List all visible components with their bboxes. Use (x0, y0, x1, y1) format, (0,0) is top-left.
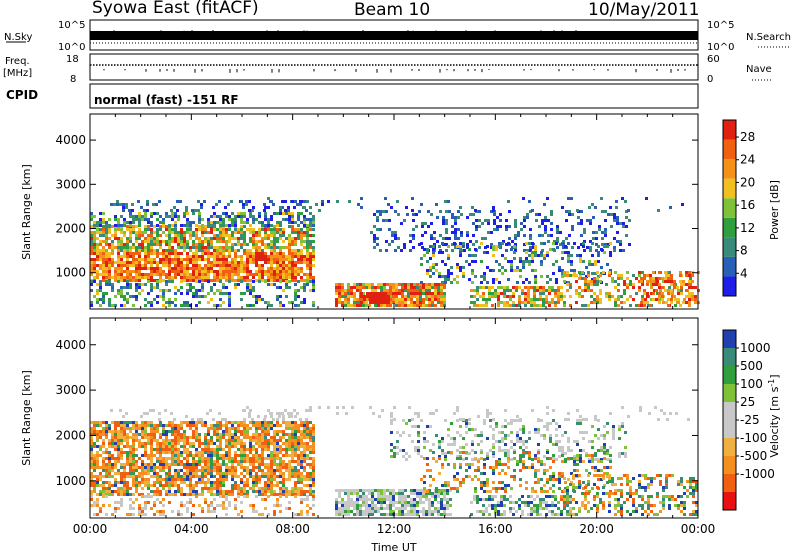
colorbar-tick: 25 (740, 395, 755, 409)
velocity-panel: 1000 2000 3000 4000 00:00 04:00 08:00 12:00 16:0… (20, 317, 781, 554)
freq-panel: Freq. [MHz] 18 8 60 0 Nave (3, 53, 772, 85)
colorbar-segment (723, 159, 736, 179)
plot-title: Syowa East (fitACF) (92, 0, 259, 18)
ytick-label: 4000 (55, 338, 86, 352)
velocity-ylabel: Slant Range [km] (20, 370, 33, 466)
colorbar-tick: 16 (740, 198, 755, 212)
nsearch-tick-top: 10^5 (707, 20, 734, 31)
ytick-label: 4000 (55, 133, 86, 147)
colorbar-tick: -1000 (740, 467, 775, 481)
colorbar-segment (723, 198, 736, 218)
colorbar-segment (723, 139, 736, 160)
colorbar-segment (723, 384, 736, 402)
xtick-label: 04:00 (174, 522, 209, 536)
ytick-label: 3000 (55, 177, 86, 191)
nave-tick-bottom: 0 (707, 74, 713, 85)
colorbar-tick: 24 (740, 153, 755, 167)
velocity-colorbar-label: Velocity [m s-1] (767, 374, 781, 457)
power-panel: 1000 2000 3000 4000 Slant Range [km] 4 8 12 16… (20, 113, 781, 310)
colorbar-tick: 8 (740, 244, 748, 258)
colorbar-tick: 12 (740, 221, 755, 235)
colorbar-tick: -100 (740, 431, 767, 445)
power-heatmap (90, 197, 700, 307)
velocity-axes: 1000 2000 3000 4000 00:00 04:00 08:00 12:00 16:0… (55, 318, 715, 536)
colorbar-segment (723, 366, 736, 384)
power-axes: 1000 2000 3000 4000 (55, 114, 699, 309)
colorbar-tick: 1000 (740, 341, 771, 355)
freq-tick-top: 18 (66, 54, 79, 65)
freq-tick-bottom: 8 (70, 74, 76, 85)
xtick-label: 20:00 (579, 522, 614, 536)
colorbar-segment (723, 217, 736, 238)
colorbar-tick: 20 (740, 175, 755, 189)
colorbar-segment (723, 256, 736, 277)
ytick-label: 2000 (55, 222, 86, 236)
colorbar-tick: 100 (740, 377, 763, 391)
colorbar-segment (723, 492, 736, 510)
colorbar-segment (723, 237, 736, 257)
xtick-label: 00:00 (73, 522, 108, 536)
colorbar-tick: -500 (740, 449, 767, 463)
cpid-panel: CPID normal (fast) -151 RF (6, 83, 699, 109)
cpid-text: normal (fast) -151 RF (94, 93, 239, 107)
beam-label: Beam 10 (354, 0, 430, 20)
ytick-label: 2000 (55, 428, 86, 442)
nsearch-label: N.Search (746, 32, 791, 43)
velocity-heatmap (90, 406, 698, 516)
colorbar-segment (723, 456, 736, 474)
colorbar-segment (723, 276, 736, 296)
xtick-label: 00:00 (681, 522, 716, 536)
nsky-tick-bottom: 10^0 (58, 42, 85, 53)
ytick-label: 1000 (55, 266, 86, 280)
power-colorbar: 4 8 12 16 20 24 28 (722, 119, 755, 297)
colorbar-tick: 4 (740, 266, 748, 280)
xtick-label: 16:00 (478, 522, 513, 536)
colorbar-segment (723, 348, 736, 366)
nsky-panel: N.Sky 10^5 10^0 10^5 10^0 N.Search (4, 19, 791, 53)
colorbar-segment (723, 438, 736, 456)
nsky-label: N.Sky (4, 32, 32, 43)
power-ylabel: Slant Range [km] (20, 164, 33, 260)
colorbar-segment (723, 178, 736, 199)
xtick-label: 12:00 (377, 522, 412, 536)
colorbar-tick: -25 (740, 413, 760, 427)
velocity-colorbar: 1000 500 100 25 -25 -100 -500 -1000 (722, 329, 775, 511)
time-axis-label: Time UT (370, 541, 416, 554)
colorbar-segment (723, 474, 736, 492)
date-label: 10/May/2011 (588, 0, 700, 20)
colorbar-tick: 28 (740, 130, 755, 144)
power-colorbar-label: Power [dB] (768, 180, 781, 240)
nave-tick-top: 60 (707, 54, 720, 65)
cpid-label: CPID (6, 88, 38, 102)
colorbar-segment (723, 120, 736, 140)
freq-label: Freq. (5, 56, 30, 67)
nsky-trace (89, 30, 698, 44)
nsky-tick-top: 10^5 (58, 20, 85, 31)
colorbar-segment (723, 330, 736, 348)
ytick-label: 1000 (55, 474, 86, 488)
nsearch-tick-bottom: 10^0 (707, 42, 734, 53)
colorbar-segment (723, 402, 736, 420)
freq-trace (90, 64, 698, 73)
xtick-label: 08:00 (275, 522, 310, 536)
freq-unit-label: [MHz] (3, 68, 32, 79)
nave-label: Nave (746, 64, 772, 75)
ytick-label: 3000 (55, 383, 86, 397)
colorbar-tick: 500 (740, 359, 763, 373)
colorbar-segment (723, 420, 736, 438)
